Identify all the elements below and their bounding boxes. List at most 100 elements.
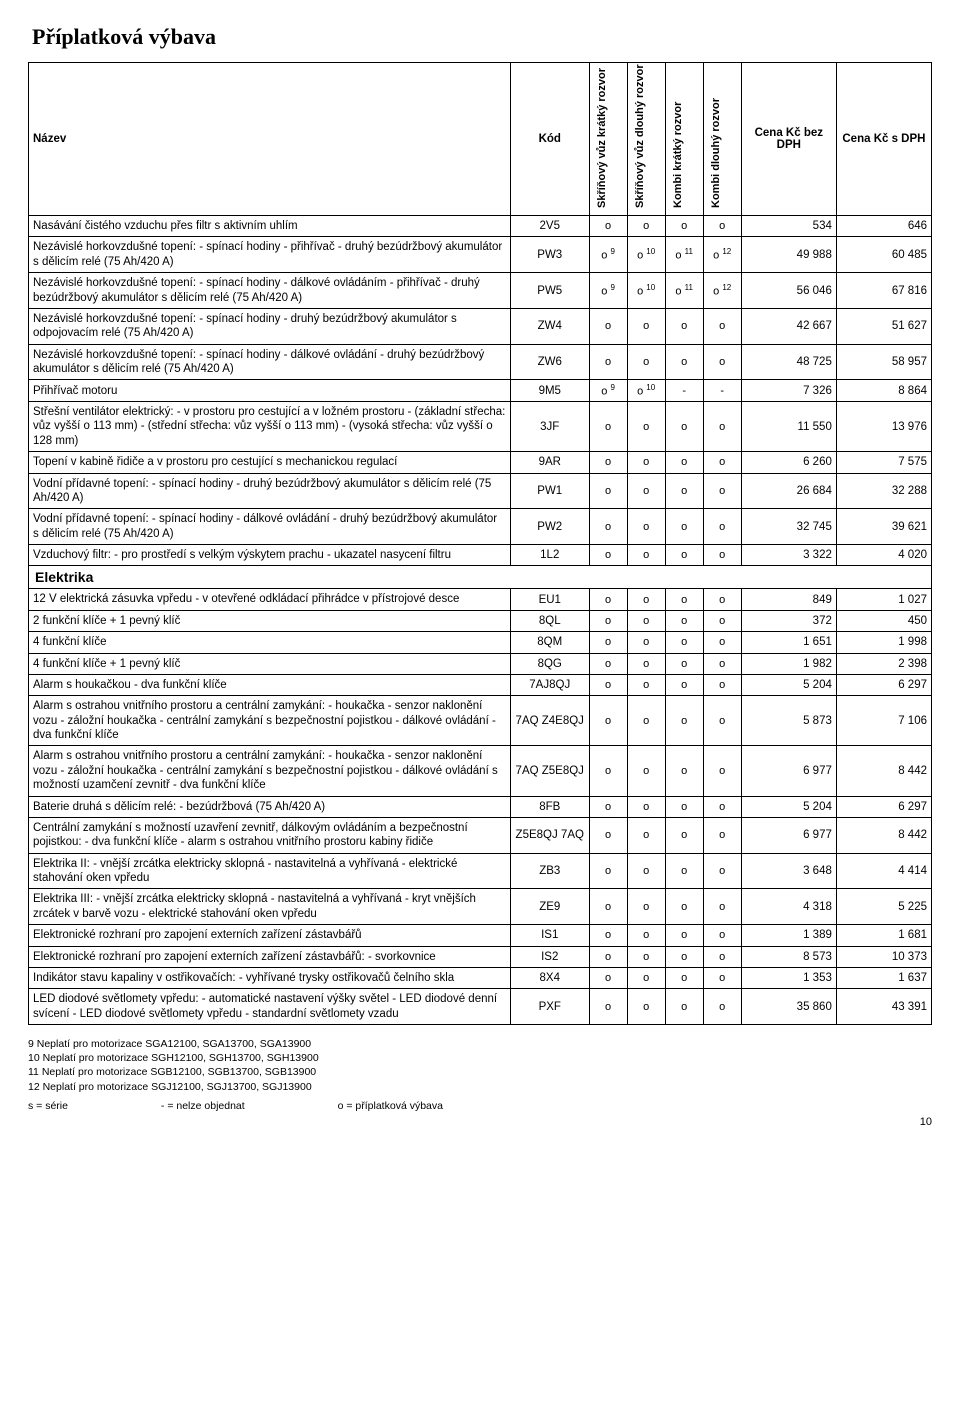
table-row: Alarm s ostrahou vnitřního prostoru a ce… [29, 696, 932, 746]
cell-price-novat: 8 573 [741, 946, 836, 967]
cell-avail: o [703, 817, 741, 853]
cell-avail: o [665, 402, 703, 452]
cell-price-novat: 49 988 [741, 237, 836, 273]
footnotes: 9 Neplatí pro motorizace SGA12100, SGA13… [28, 1037, 932, 1094]
cell-kod: Z5E8QJ 7AQ [510, 817, 589, 853]
table-row: Indikátor stavu kapaliny v ostřikovačích… [29, 967, 932, 988]
cell-avail: o [589, 925, 627, 946]
table-row: Nasávání čistého vzduchu přes filtr s ak… [29, 216, 932, 237]
cell-avail: o [665, 674, 703, 695]
cell-avail: o [627, 589, 665, 610]
rot-label: Kombi dlouhý rozvor [710, 98, 722, 208]
cell-avail: o [589, 473, 627, 509]
cell-avail: o [627, 889, 665, 925]
cell-avail: o 9 [589, 273, 627, 309]
cell-avail: o 9 [589, 237, 627, 273]
cell-avail: o [665, 509, 703, 545]
cell-kod: 8QL [510, 610, 589, 631]
table-row: LED diodové světlomety vpředu: - automat… [29, 989, 932, 1025]
table-row: Vodní přídavné topení: - spínací hodiny … [29, 509, 932, 545]
cell-avail: o [703, 925, 741, 946]
cell-avail: o [627, 452, 665, 473]
cell-avail: - [703, 380, 741, 402]
cell-kod: IS2 [510, 946, 589, 967]
rot-label: Skříňový vůz dlouhý rozvor [634, 64, 646, 208]
cell-avail: o [627, 817, 665, 853]
cell-avail: o [703, 509, 741, 545]
cell-kod: ZW6 [510, 344, 589, 380]
cell-price-vat: 4 414 [836, 853, 931, 889]
table-row: Alarm s houkačkou - dva funkční klíče7AJ… [29, 674, 932, 695]
cell-avail: o 10 [627, 237, 665, 273]
table-row: Nezávislé horkovzdušné topení: - spínací… [29, 237, 932, 273]
cell-avail: o [627, 216, 665, 237]
cell-avail: o [589, 989, 627, 1025]
cell-name: Vodní přídavné topení: - spínací hodiny … [29, 509, 511, 545]
cell-kod: 1L2 [510, 545, 589, 566]
cell-price-novat: 11 550 [741, 402, 836, 452]
cell-avail: o [665, 817, 703, 853]
cell-avail: o 12 [703, 237, 741, 273]
cell-price-vat: 8 864 [836, 380, 931, 402]
rot-label: Skříňový vůz krátký rozvor [596, 68, 608, 208]
cell-price-vat: 6 297 [836, 796, 931, 817]
cell-avail: o [665, 889, 703, 925]
cell-avail: o [665, 696, 703, 746]
cell-name: Elektronické rozhraní pro zapojení exter… [29, 925, 511, 946]
cell-kod: 8QM [510, 632, 589, 653]
cell-name: Alarm s houkačkou - dva funkční klíče [29, 674, 511, 695]
cell-price-novat: 372 [741, 610, 836, 631]
cell-price-vat: 51 627 [836, 308, 931, 344]
cell-avail: o [665, 632, 703, 653]
options-table: Název Kód Skříňový vůz krátký rozvor Skř… [28, 62, 932, 1025]
cell-price-vat: 7 106 [836, 696, 931, 746]
cell-avail: o [665, 925, 703, 946]
page-title: Příplatková výbava [32, 24, 932, 50]
cell-avail: o 10 [627, 380, 665, 402]
cell-price-vat: 2 398 [836, 653, 931, 674]
cell-name: Nezávislé horkovzdušné topení: - spínací… [29, 273, 511, 309]
cell-price-novat: 3 322 [741, 545, 836, 566]
cell-avail: o [703, 967, 741, 988]
cell-avail: o [589, 889, 627, 925]
th-col-3: Kombi dlouhý rozvor [703, 63, 741, 216]
cell-avail: o [589, 589, 627, 610]
cell-name: Nezávislé horkovzdušné topení: - spínací… [29, 237, 511, 273]
cell-name: 4 funkční klíče [29, 632, 511, 653]
th-col-2: Kombi krátký rozvor [665, 63, 703, 216]
cell-kod: 8X4 [510, 967, 589, 988]
cell-avail: o [627, 696, 665, 746]
page-number: 10 [28, 1116, 932, 1128]
cell-name: Alarm s ostrahou vnitřního prostoru a ce… [29, 746, 511, 796]
cell-price-novat: 1 982 [741, 653, 836, 674]
cell-avail: o [665, 946, 703, 967]
cell-name: Indikátor stavu kapaliny v ostřikovačích… [29, 967, 511, 988]
cell-avail: o [665, 308, 703, 344]
cell-avail: o [703, 674, 741, 695]
cell-avail: o [627, 653, 665, 674]
cell-avail: o [703, 216, 741, 237]
cell-kod: ZB3 [510, 853, 589, 889]
table-row: Baterie druhá s dělicím relé: - bezúdržb… [29, 796, 932, 817]
cell-avail: o [703, 632, 741, 653]
cell-price-novat: 56 046 [741, 273, 836, 309]
cell-name: 2 funkční klíče + 1 pevný klíč [29, 610, 511, 631]
footnote-line: 10 Neplatí pro motorizace SGH12100, SGH1… [28, 1051, 932, 1065]
cell-price-vat: 1 027 [836, 589, 931, 610]
th-col-0: Skříňový vůz krátký rozvor [589, 63, 627, 216]
footnote-line: 9 Neplatí pro motorizace SGA12100, SGA13… [28, 1037, 932, 1051]
cell-avail: o [627, 989, 665, 1025]
table-row: 4 funkční klíče8QMoooo1 6511 998 [29, 632, 932, 653]
cell-avail: o [665, 610, 703, 631]
cell-price-vat: 32 288 [836, 473, 931, 509]
cell-avail: o [627, 344, 665, 380]
table-row: Topení v kabině řidiče a v prostoru pro … [29, 452, 932, 473]
cell-kod: 9M5 [510, 380, 589, 402]
cell-price-vat: 646 [836, 216, 931, 237]
cell-avail: o [589, 674, 627, 695]
legend-item: o = příplatková výbava [338, 1100, 443, 1112]
section-label: Elektrika [29, 566, 932, 589]
table-row: Vzduchový filtr: - pro prostředí s velký… [29, 545, 932, 566]
cell-avail: o 9 [589, 380, 627, 402]
cell-price-vat: 6 297 [836, 674, 931, 695]
